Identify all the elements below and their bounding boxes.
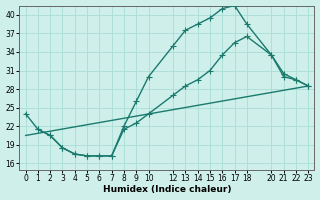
X-axis label: Humidex (Indice chaleur): Humidex (Indice chaleur) [103,185,231,194]
